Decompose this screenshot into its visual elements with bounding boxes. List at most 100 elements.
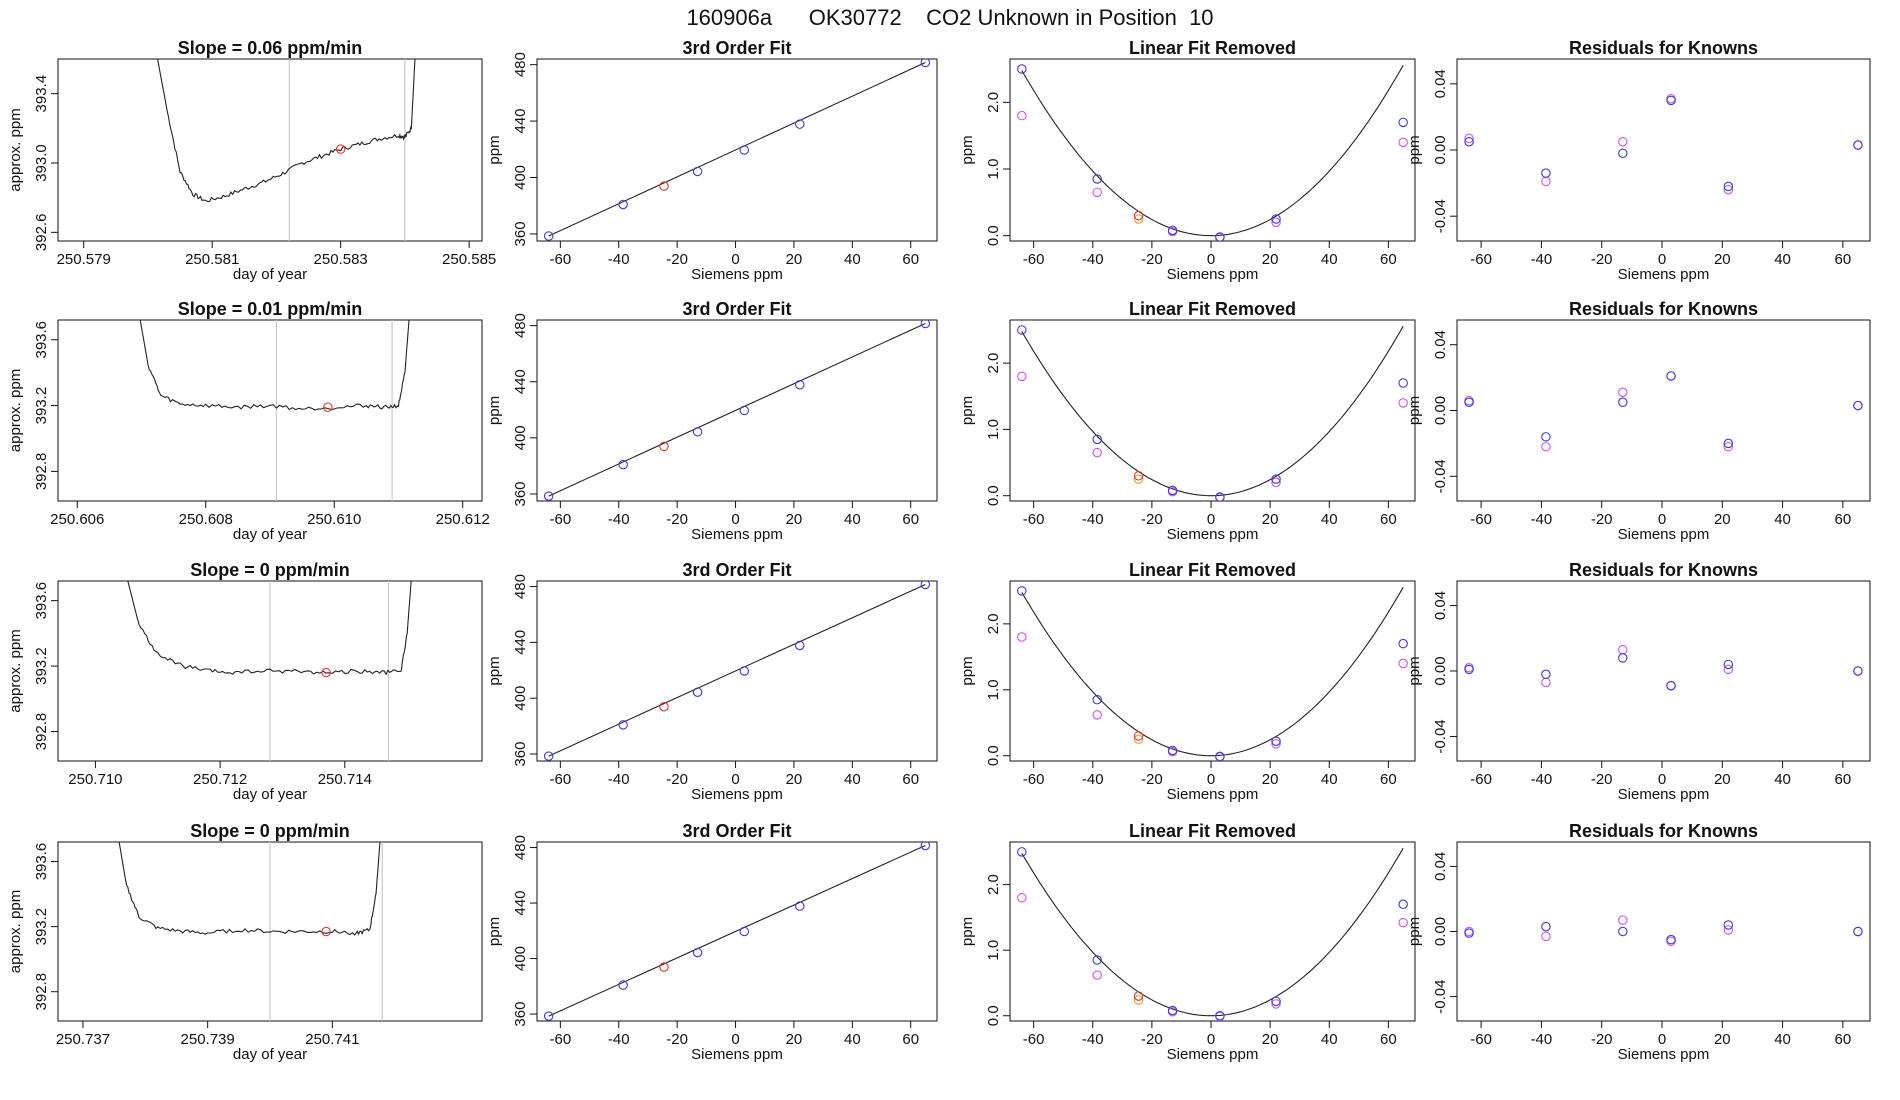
fit-line [548, 323, 926, 497]
y-tick-label: 360 [512, 742, 529, 767]
residual-point [1464, 928, 1474, 938]
known-point-alt [1017, 371, 1027, 382]
x-tick-label: 40 [1774, 511, 1791, 528]
y-tick-label: 1.0 [985, 679, 1002, 700]
panel-title: Residuals for Knowns [1569, 560, 1758, 580]
known-point [1215, 1011, 1225, 1021]
unknown-sample-point [659, 441, 669, 452]
y-tick-label: 400 [512, 686, 529, 711]
y-tick-label: 392.6 [33, 214, 50, 252]
x-tick-label: 0 [1207, 511, 1215, 528]
x-tick-label: 60 [902, 511, 919, 528]
y-tick-label: -0.04 [1432, 459, 1449, 493]
x-tick-label: -20 [1591, 1031, 1613, 1048]
panel-fit-row-3: 3rd Order Fit -60 -40 -20 0 20 40 60 360 400 440 48… [486, 560, 938, 803]
known-point-alt [1398, 658, 1408, 669]
x-axis-label: Siemens ppm [1618, 786, 1710, 803]
x-tick-label: 250.739 [181, 1031, 235, 1048]
unknown-sample-point [659, 962, 669, 972]
x-axis-label: day of year [233, 1046, 307, 1063]
y-tick-label: 360 [512, 221, 529, 246]
residual-point-alt [1723, 925, 1734, 935]
x-tick-label: 60 [1380, 1031, 1397, 1048]
residual-point [1723, 181, 1734, 192]
residual-point [1853, 666, 1863, 676]
y-tick-label: 393.4 [33, 75, 50, 113]
x-tick-label: 40 [1321, 1031, 1338, 1048]
panel-residuals-row-2: Residuals for Knowns -60 -40 -20 0 20 40 60 -0.0… [1406, 299, 1871, 543]
sample-mean-point [321, 926, 331, 937]
drift-trace-line [139, 320, 410, 411]
known-standard-point [618, 199, 628, 210]
residual-point [1723, 659, 1734, 670]
panel-residuals-row-3: Residuals for Knowns -60 -40 -20 0 20 40 60 -0.0… [1406, 560, 1871, 803]
y-tick-label: 0.0 [985, 225, 1002, 246]
quadratic-curve [1021, 65, 1404, 237]
known-point [1017, 64, 1027, 74]
known-standard-point [920, 581, 931, 590]
y-axis-label: ppm [1406, 396, 1423, 425]
plot-area [543, 59, 931, 241]
known-point-alt [1017, 632, 1027, 642]
known-point-alt [1398, 137, 1408, 148]
known-standard-point [795, 901, 805, 911]
residual-point [1464, 136, 1474, 147]
plot-frame [536, 58, 938, 242]
x-axis-label: Siemens ppm [1167, 526, 1259, 543]
panel-title: 3rd Order Fit [682, 560, 791, 580]
x-tick-label: -40 [1082, 511, 1104, 528]
known-point [1398, 638, 1408, 649]
known-standard-point [543, 1011, 554, 1021]
panel-title: Linear Fit Removed [1129, 299, 1296, 319]
y-axis-label: ppm [486, 135, 503, 164]
y-tick-label: 0.04 [1432, 330, 1449, 359]
unknown-sample-point [659, 181, 669, 191]
x-tick-label: 250.612 [436, 511, 490, 528]
x-tick-label: 60 [1380, 511, 1397, 528]
residual-point [1618, 148, 1628, 159]
x-tick-label: 0 [1207, 1031, 1215, 1048]
known-standard-point [618, 459, 628, 470]
y-tick-label: 392.8 [33, 453, 50, 491]
residual-point-alt [1541, 677, 1551, 688]
panel-title: 3rd Order Fit [682, 821, 791, 841]
x-tick-label: 0 [1207, 251, 1215, 268]
residual-point-alt [1541, 931, 1551, 942]
y-tick-label: 393.2 [33, 647, 50, 685]
sample-mean-point [323, 402, 333, 412]
x-tick-label: 250.581 [185, 251, 239, 268]
residual-point [1666, 95, 1676, 106]
plot-frame [536, 319, 938, 502]
x-tick-label: 60 [1835, 771, 1852, 788]
x-tick-label: 250.608 [179, 511, 233, 528]
y-axis-label: ppm [959, 135, 976, 164]
panel-residuals-row-1: Residuals for Knowns -60 -40 -20 0 20 40 60 -0.0… [1406, 38, 1871, 283]
plot-frame [1456, 580, 1871, 762]
x-tick-label: 60 [902, 771, 919, 788]
y-tick-label: 440 [512, 891, 529, 916]
x-tick-label: 60 [1380, 251, 1397, 268]
y-axis-label: ppm [959, 917, 976, 946]
y-tick-label: 480 [512, 313, 529, 338]
fit-line [548, 583, 926, 757]
known-standard-point [543, 231, 554, 241]
x-tick-label: 40 [844, 511, 861, 528]
known-point-alt [1271, 477, 1281, 488]
known-point [1167, 1005, 1178, 1016]
unknown-sample-point [659, 701, 669, 712]
plot-area [543, 320, 931, 501]
known-point [1017, 847, 1027, 857]
known-point-alt [1017, 110, 1027, 121]
y-tick-label: 2.0 [985, 874, 1002, 895]
known-standard-point [920, 320, 931, 329]
x-tick-label: 20 [786, 511, 803, 528]
sample-point-alt [1133, 995, 1144, 1005]
known-point-alt [1017, 892, 1027, 903]
residual-point-alt [1723, 441, 1734, 452]
known-standard-point [618, 720, 628, 730]
x-tick-label: -40 [608, 511, 630, 528]
x-tick-label: 20 [1714, 1031, 1731, 1048]
y-tick-label: 1.0 [985, 159, 1002, 180]
x-tick-label: -40 [608, 771, 630, 788]
y-axis-label: ppm [486, 396, 503, 425]
